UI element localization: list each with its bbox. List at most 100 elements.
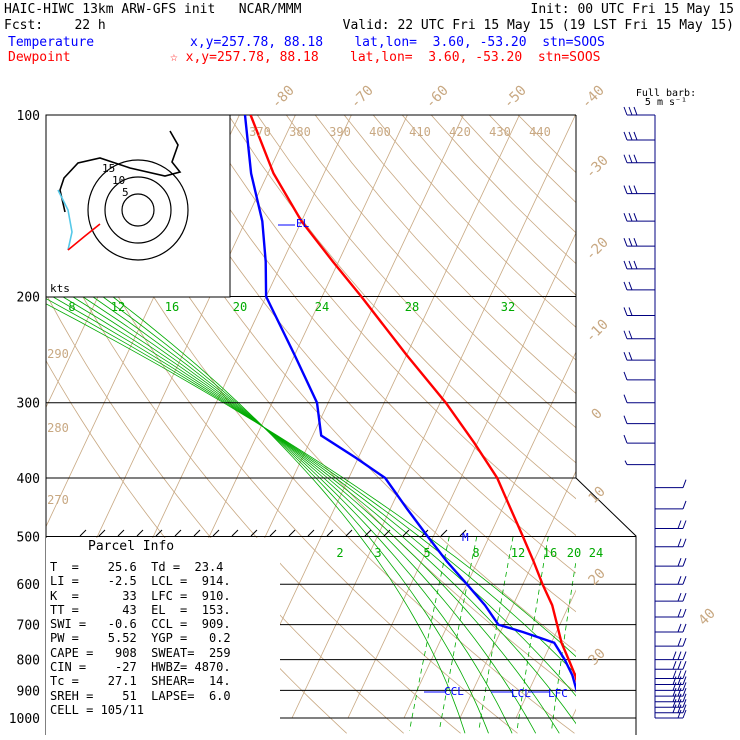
wind-barb-flag <box>623 307 628 316</box>
isotherm-label: -10 <box>583 317 612 346</box>
dry-adiabat-line <box>488 115 576 204</box>
parcel-row: SWI = -0.6 CCL = 909. <box>50 617 231 632</box>
mixing-ratio-line <box>478 536 514 731</box>
mixing-ratio-label: 5 <box>423 546 430 560</box>
wind-barb-half-flag <box>624 460 628 465</box>
wind-barb-flag <box>633 106 638 116</box>
wind-barb-flag <box>677 576 682 585</box>
moist-adiabat-line <box>82 296 537 734</box>
hatch-mark <box>212 529 220 537</box>
moist-adiabat-line <box>46 298 576 675</box>
wind-barb-flag <box>633 154 638 163</box>
isotherm-label: 20 <box>586 566 609 589</box>
hatch-mark <box>364 529 372 537</box>
theta-label: 430 <box>489 125 511 139</box>
pressure-tick-label: 700 <box>17 619 40 634</box>
wind-barb-flag <box>623 154 628 163</box>
dry-adiabat-line <box>430 115 576 265</box>
isotherm-line <box>403 351 576 719</box>
wind-barb-flag <box>633 260 638 270</box>
mixing-ratio-label: 16 <box>543 546 557 560</box>
wind-barb-flag <box>623 106 628 116</box>
mixing-ratio-label: 28 <box>405 300 419 314</box>
wind-barb-flag <box>677 651 682 660</box>
isotherm-label: 10 <box>586 484 609 507</box>
wind-barb-flag <box>677 704 682 713</box>
wind-barb-units: 5 m s⁻¹ <box>645 97 687 108</box>
pressure-tick-label: 100 <box>17 109 40 124</box>
theta-label: 410 <box>409 125 431 139</box>
moist-adiabat-line <box>46 303 576 658</box>
theta-label: 370 <box>249 125 271 139</box>
wind-barb-flag <box>672 699 677 708</box>
level-marker-label: CCL <box>444 685 464 698</box>
dry-adiabat-line <box>314 115 576 395</box>
wind-barb-flag <box>628 213 633 222</box>
mixing-ratio-label: 16 <box>165 300 179 314</box>
wind-barb-flag <box>682 687 687 697</box>
wind-barb-flag <box>628 351 633 361</box>
profile-lines <box>243 115 576 693</box>
isotherm-label: -60 <box>423 83 452 112</box>
hodograph-ring-label: 15 <box>102 162 115 175</box>
dewpoint-line <box>243 115 576 693</box>
mixing-ratio-label: 8 <box>472 546 479 560</box>
freezing-marker-label: M <box>462 531 469 544</box>
wind-barbs: Full barb:5 m s⁻¹ <box>623 88 696 719</box>
temperature-line <box>249 115 576 683</box>
isotherm-line <box>684 115 740 718</box>
theta-label: 390 <box>329 125 351 139</box>
dry-adiabat-line <box>140 115 576 613</box>
wind-barb-title: Full barb: <box>636 88 696 99</box>
isotherm-line <box>515 589 576 719</box>
theta-label: 380 <box>289 125 311 139</box>
isotherm-line <box>235 115 520 719</box>
hodograph-ring-label: 10 <box>112 174 125 187</box>
dry-adiabat-line <box>227 115 576 500</box>
wind-barb-flag <box>672 676 677 685</box>
wind-barb-flag <box>628 237 633 247</box>
pressure-tick-label: 800 <box>17 654 40 669</box>
hatch-mark <box>288 529 296 537</box>
wind-barb-flag <box>628 106 633 116</box>
temperature-station-info: x,y=257.78, 88.18 lat,lon= 3.60, -53.20 … <box>190 35 605 50</box>
hatch-mark <box>459 529 467 537</box>
hodograph-units-label: kts <box>50 282 70 295</box>
hodograph-ring-label: 5 <box>122 186 129 199</box>
mixing-ratio-label: 2 <box>336 546 343 560</box>
profile-group <box>243 115 576 693</box>
level-marker-label: EL <box>296 217 310 230</box>
moist-adiabat-line <box>92 296 513 734</box>
wind-barb-flag <box>682 500 687 510</box>
pressure-tick-label: 900 <box>17 684 40 699</box>
mixing-ratio-line <box>614 537 637 731</box>
mixing-ratio-label: 20 <box>567 546 581 560</box>
hatch-mark <box>250 529 258 537</box>
wind-barb-flag <box>672 670 677 679</box>
wind-barb-flag <box>677 520 682 529</box>
hodograph-trace-surface <box>67 223 101 251</box>
wind-barb-flag <box>672 651 677 660</box>
pressure-tick-label: 600 <box>17 578 40 593</box>
wind-barb-flag <box>677 608 682 618</box>
dry-adiabat-line <box>459 115 576 234</box>
isotherm-label: -30 <box>583 153 612 182</box>
hatch-mark <box>98 529 106 537</box>
theta-label: 270 <box>47 493 69 507</box>
parcel-row: CAPE = 908 SWEAT= 259 <box>50 645 231 660</box>
wind-barb-flag <box>623 351 628 361</box>
wind-barb-flag <box>672 661 677 670</box>
hatch-mark <box>79 529 87 537</box>
hatch-mark <box>440 529 448 537</box>
wind-barb-flag <box>628 154 633 163</box>
wind-barb-flag <box>677 693 682 702</box>
forecast-hour: Fcst: 22 h <box>4 18 106 33</box>
wind-barb-flag <box>628 260 633 270</box>
init-time: Init: 00 UTC Fri 15 May 15 <box>530 2 735 17</box>
wind-barb-flag <box>672 682 677 691</box>
moist-adiabat-line <box>112 296 466 734</box>
isotherm-label: 40 <box>696 606 719 629</box>
hatch-mark <box>383 529 391 537</box>
wind-barb-flag <box>682 479 687 488</box>
